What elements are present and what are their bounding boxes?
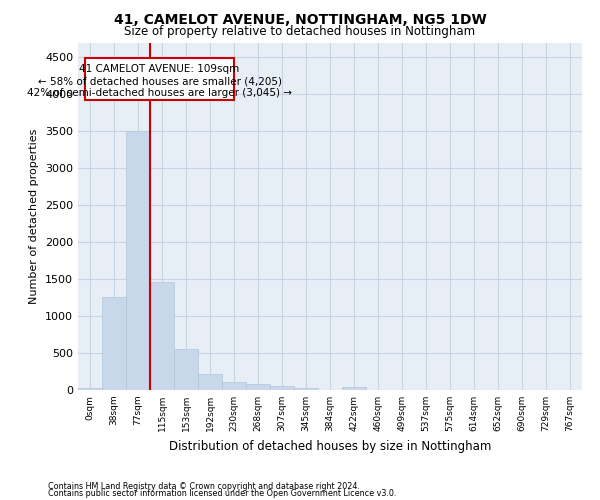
Bar — [342, 386, 366, 390]
Text: ← 58% of detached houses are smaller (4,205): ← 58% of detached houses are smaller (4,… — [38, 76, 281, 86]
Text: 41, CAMELOT AVENUE, NOTTINGHAM, NG5 1DW: 41, CAMELOT AVENUE, NOTTINGHAM, NG5 1DW — [113, 12, 487, 26]
Bar — [246, 384, 270, 390]
Bar — [222, 382, 246, 390]
Bar — [294, 388, 318, 390]
Bar — [174, 348, 198, 390]
Bar — [102, 297, 126, 390]
Bar — [78, 388, 102, 390]
Text: 42% of semi-detached houses are larger (3,045) →: 42% of semi-detached houses are larger (… — [27, 88, 292, 98]
Bar — [126, 131, 150, 390]
Text: Size of property relative to detached houses in Nottingham: Size of property relative to detached ho… — [124, 25, 476, 38]
X-axis label: Distribution of detached houses by size in Nottingham: Distribution of detached houses by size … — [169, 440, 491, 452]
Bar — [270, 386, 294, 390]
Bar — [150, 282, 174, 390]
Y-axis label: Number of detached properties: Number of detached properties — [29, 128, 40, 304]
Text: Contains HM Land Registry data © Crown copyright and database right 2024.: Contains HM Land Registry data © Crown c… — [48, 482, 360, 491]
Bar — [198, 374, 222, 390]
Text: Contains public sector information licensed under the Open Government Licence v3: Contains public sector information licen… — [48, 489, 397, 498]
FancyBboxPatch shape — [85, 58, 234, 100]
Text: 41 CAMELOT AVENUE: 109sqm: 41 CAMELOT AVENUE: 109sqm — [79, 64, 240, 74]
